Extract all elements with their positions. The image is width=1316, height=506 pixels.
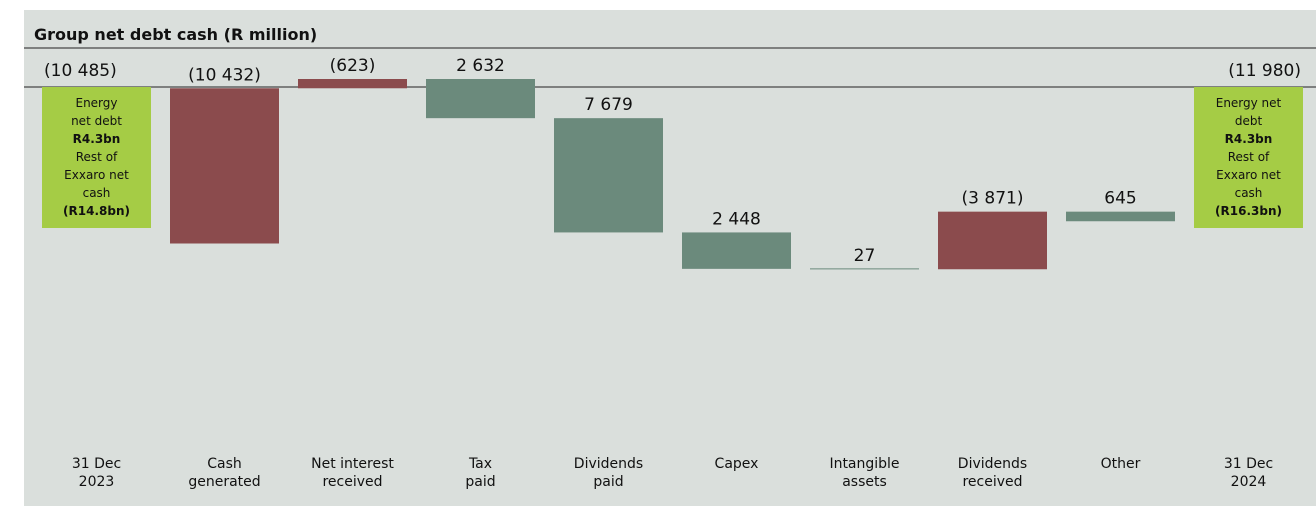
chart-title: Group net debt cash (R million) (34, 25, 317, 44)
category-label-net-interest-received: Net interest (311, 456, 394, 472)
category-label-intangible-assets: assets (842, 474, 887, 490)
annotation-line: Exxaro net (1216, 168, 1281, 182)
annotation-line: net debt (71, 114, 122, 128)
annotation-line: R4.3bn (1225, 132, 1273, 146)
category-label-tax-paid: Tax (468, 456, 492, 472)
bar-net-interest-received (298, 79, 407, 89)
value-label-dividends-paid: 7 679 (584, 95, 633, 115)
bar-31-dec-2023 (42, 87, 151, 228)
category-label-other: Other (1101, 456, 1141, 472)
bar-capex (682, 232, 791, 269)
category-label-31-dec-2024: 31 Dec (1224, 456, 1273, 472)
bar-dividends-paid (554, 118, 663, 233)
category-label-dividends-paid: paid (593, 474, 623, 490)
bar-31-dec-2024 (1194, 87, 1303, 228)
value-label-capex: 2 448 (712, 209, 761, 229)
value-label-cash-generated: (10 432) (188, 65, 261, 85)
value-label-tax-paid: 2 632 (456, 56, 505, 76)
category-label-31-dec-2024: 2024 (1231, 474, 1267, 490)
annotation-line: R4.3bn (73, 132, 121, 146)
value-label-dividends-received: (3 871) (962, 189, 1024, 209)
annotation-line: cash (83, 186, 111, 200)
annotation-line: cash (1235, 186, 1263, 200)
category-label-cash-generated: generated (188, 474, 260, 490)
category-label-capex: Capex (715, 456, 759, 472)
category-label-dividends-received: Dividends (958, 456, 1027, 472)
annotation-line: debt (1235, 114, 1263, 128)
category-label-net-interest-received: received (322, 474, 382, 490)
bar-dividends-received (938, 211, 1047, 270)
category-label-cash-generated: Cash (207, 456, 242, 472)
value-label-31-dec-2023: (10 485) (44, 61, 117, 81)
category-label-tax-paid: paid (465, 474, 495, 490)
annotation-line: Energy (75, 96, 117, 110)
category-label-intangible-assets: Intangible (829, 456, 899, 472)
category-label-31-dec-2023: 31 Dec (72, 456, 121, 472)
bar-tax-paid (426, 79, 535, 119)
value-label-net-interest-received: (623) (330, 56, 376, 76)
value-label-31-dec-2024: (11 980) (1228, 61, 1301, 81)
category-label-31-dec-2023: 2023 (79, 474, 115, 490)
chart-panel: Group net debt cash (R million) (10 485)… (24, 10, 1316, 506)
annotation-line: Rest of (76, 150, 118, 164)
value-label-intangible-assets: 27 (854, 246, 876, 266)
annotation-line: Rest of (1228, 150, 1270, 164)
bar-cash-generated (170, 88, 279, 244)
category-label-dividends-paid: Dividends (574, 456, 643, 472)
annotation-line: (R16.3bn) (1215, 204, 1282, 218)
annotation-line: Energy net (1216, 96, 1282, 110)
bar-other (1066, 211, 1175, 222)
value-label-other: 645 (1104, 189, 1136, 209)
annotation-line: Exxaro net (64, 168, 129, 182)
waterfall-chart: Group net debt cash (R million) (10 485)… (24, 25, 1316, 490)
category-label-dividends-received: received (962, 474, 1022, 490)
annotation-line: (R14.8bn) (63, 204, 130, 218)
